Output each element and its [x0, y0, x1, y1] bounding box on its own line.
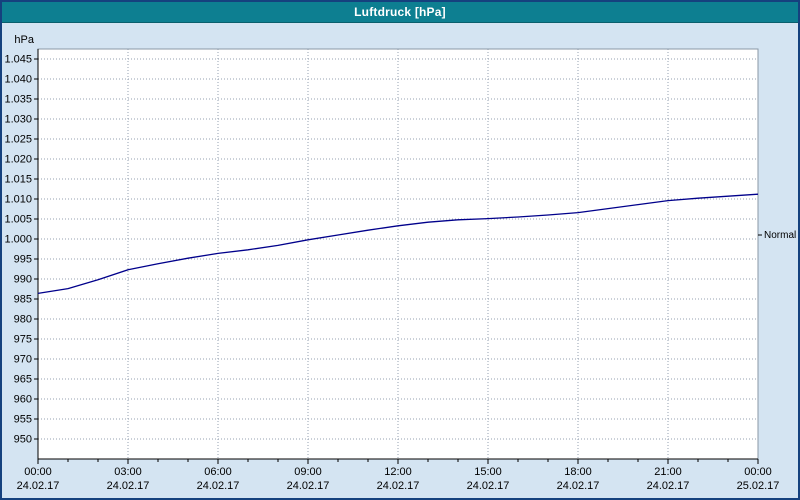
svg-text:1.020: 1.020 [4, 154, 32, 166]
window-title: Luftdruck [hPa] [354, 5, 446, 19]
svg-text:980: 980 [14, 314, 32, 326]
window-title-bar: Luftdruck [hPa] [2, 2, 798, 23]
svg-text:1.035: 1.035 [4, 94, 32, 106]
svg-text:24.02.17: 24.02.17 [647, 480, 690, 492]
y-axis-unit-label: hPa [14, 34, 34, 46]
svg-text:06:00: 06:00 [204, 466, 232, 478]
y-grid-and-labels: 950 955 960 965 970 975 980 985 990 995 1.000 1.005… [4, 34, 758, 446]
svg-text:00:00: 00:00 [24, 466, 52, 478]
svg-text:1.005: 1.005 [4, 214, 32, 226]
svg-text:18:00: 18:00 [564, 466, 592, 478]
svg-text:24.02.17: 24.02.17 [377, 480, 420, 492]
svg-text:985: 985 [14, 294, 32, 306]
svg-text:995: 995 [14, 254, 32, 266]
svg-text:1.000: 1.000 [4, 234, 32, 246]
svg-text:Normal: Normal [764, 230, 796, 241]
svg-text:24.02.17: 24.02.17 [107, 480, 150, 492]
pressure-line-chart: 950 955 960 965 970 975 980 985 990 995 1.000 1.005… [4, 34, 796, 492]
svg-text:1.030: 1.030 [4, 114, 32, 126]
svg-text:09:00: 09:00 [294, 466, 322, 478]
svg-text:960: 960 [14, 394, 32, 406]
svg-text:1.010: 1.010 [4, 194, 32, 206]
x-axis-labels: 00:00 24.02.17 03:00 24.02.17 06:00 24.02.17 0… [17, 466, 780, 492]
x-ticks [37, 459, 759, 464]
svg-text:15:00: 15:00 [474, 466, 502, 478]
pressure-series-line [37, 193, 759, 295]
svg-text:965: 965 [14, 374, 32, 386]
svg-text:12:00: 12:00 [384, 466, 412, 478]
svg-text:975: 975 [14, 334, 32, 346]
svg-text:970: 970 [14, 354, 32, 366]
svg-text:03:00: 03:00 [114, 466, 142, 478]
svg-text:990: 990 [14, 274, 32, 286]
svg-text:950: 950 [14, 434, 32, 446]
svg-text:21:00: 21:00 [654, 466, 682, 478]
svg-text:1.045: 1.045 [4, 54, 32, 66]
svg-text:24.02.17: 24.02.17 [467, 480, 510, 492]
svg-text:24.02.17: 24.02.17 [287, 480, 330, 492]
svg-text:1.025: 1.025 [4, 134, 32, 146]
normal-annotation: Normal [758, 230, 796, 241]
svg-text:00:00: 00:00 [744, 466, 772, 478]
svg-text:1.040: 1.040 [4, 74, 32, 86]
svg-text:1.015: 1.015 [4, 174, 32, 186]
svg-text:24.02.17: 24.02.17 [197, 480, 240, 492]
svg-text:955: 955 [14, 414, 32, 426]
svg-text:24.02.17: 24.02.17 [557, 480, 600, 492]
svg-text:25.02.17: 25.02.17 [737, 480, 780, 492]
svg-text:24.02.17: 24.02.17 [17, 480, 60, 492]
